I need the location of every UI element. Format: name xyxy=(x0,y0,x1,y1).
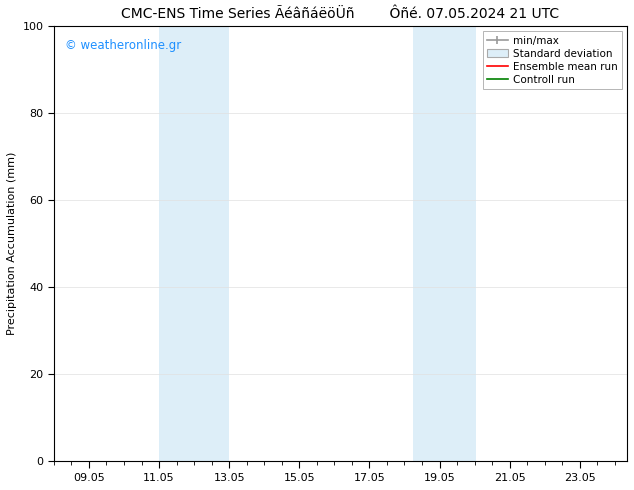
Title: CMC-ENS Time Series ÃéâñáëöÜñ        Ôñé. 07.05.2024 21 UTC: CMC-ENS Time Series ÃéâñáëöÜñ Ôñé. 07.05… xyxy=(122,7,560,21)
Legend: min/max, Standard deviation, Ensemble mean run, Controll run: min/max, Standard deviation, Ensemble me… xyxy=(482,31,622,89)
Bar xyxy=(159,26,229,461)
Y-axis label: Precipitation Accumulation (mm): Precipitation Accumulation (mm) xyxy=(7,152,17,336)
Text: © weatheronline.gr: © weatheronline.gr xyxy=(65,39,181,52)
Bar xyxy=(413,26,476,461)
